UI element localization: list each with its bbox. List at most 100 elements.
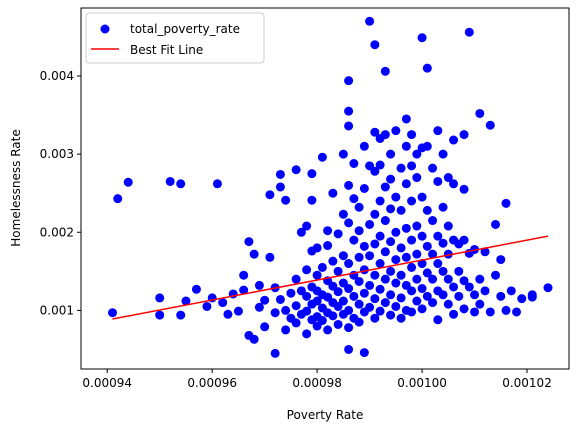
scatter-point [459,304,469,314]
scatter-point [417,304,427,314]
scatter-point [254,280,264,290]
scatter-point [480,247,490,257]
scatter-point [365,16,375,26]
scatter-point [344,106,354,116]
scatter-point [449,135,459,145]
scatter-point [386,149,396,159]
scatter-point [365,251,375,261]
scatter-point [176,310,186,320]
scatter-point [396,205,406,215]
y-tick-label: 0.001 [40,303,74,317]
scatter-point [307,195,317,205]
scatter-point [349,159,359,168]
scatter-point [412,296,422,306]
scatter-point [312,296,322,306]
scatter-point [401,179,411,189]
scatter-point [370,166,380,176]
scatter-point [370,294,380,304]
scatter-point [370,239,380,249]
scatter-point [312,243,322,253]
scatter-point [491,219,501,229]
scatter-point [338,209,348,219]
scatter-point [438,149,448,159]
scatter-point [370,40,380,50]
scatter-point [459,235,469,245]
scatter-point [470,290,480,300]
scatter-point [433,315,443,325]
scatter-point [412,221,422,231]
scatter-point [291,301,301,311]
plot-area-frame [80,7,570,370]
scatter-point [275,169,285,179]
scatter-point [123,177,133,187]
scatter-point [370,270,380,280]
scatter-point [375,160,385,170]
scatter-point [176,179,186,189]
scatter-point [270,308,280,318]
scatter-point [438,266,448,276]
scatter-point [459,130,469,140]
scatter-point [501,305,511,315]
scatter-point [449,282,459,292]
scatter-point [218,298,228,308]
scatter-point [485,307,495,317]
y-tick-label: 0.002 [40,225,74,239]
scatter-point [338,149,348,159]
scatter-point [344,305,354,315]
scatter-point [417,231,427,241]
scatter-point [401,223,411,233]
scatter-point [249,334,259,344]
scatter-point [333,287,343,297]
scatter-point [464,282,474,292]
scatter-point [181,296,191,306]
x-tick-label: 0.00102 [502,376,552,390]
scatter-point [302,306,312,316]
scatter-point [480,286,490,296]
scatter-point [417,284,427,294]
scatter-point [443,221,453,231]
scatter-point [428,163,438,173]
scatter-point [428,216,438,226]
scatter-point [422,241,432,251]
scatter-point [344,259,354,269]
scatter-point [412,274,422,284]
x-axis-ticks: 0.00094 0.00096 0.00098 0.00100 0.00102 [82,369,552,390]
scatter-point [275,294,285,304]
scatter-point [428,274,438,284]
scatter-point [296,227,306,237]
scatter-point [354,252,364,262]
scatter-point [401,114,411,124]
y-axis-ticks: 0.001 0.002 0.003 0.004 [40,69,81,317]
scatter-point [317,316,327,326]
scatter-point [291,274,301,284]
scatter-point [323,325,333,335]
scatter-point [422,63,432,73]
scatter-point [380,182,390,192]
scatter-point [333,319,343,329]
scatter-point [464,27,474,37]
scatter-point [323,226,333,236]
scatter-point [417,192,427,202]
scatter-point [260,322,270,332]
scatter-point [375,196,385,206]
legend-box [85,12,265,64]
scatter-point [386,174,396,184]
scatter-point [412,173,422,183]
scatter-point [370,313,380,323]
best-fit-line [112,235,549,320]
scatter-point [428,249,438,259]
scatter-point [438,290,448,300]
scatter-point [359,348,369,358]
scatter-point [407,235,417,245]
scatter-point [365,302,375,312]
scatter-point [354,226,364,236]
scatter-point [380,298,390,308]
scatter-point [380,130,390,140]
scatter-point [527,290,537,300]
scatter-point [302,221,312,231]
scatter-point [233,306,243,316]
scatter-point [260,295,270,305]
scatter-point [317,152,327,162]
scatter-point [155,293,165,303]
